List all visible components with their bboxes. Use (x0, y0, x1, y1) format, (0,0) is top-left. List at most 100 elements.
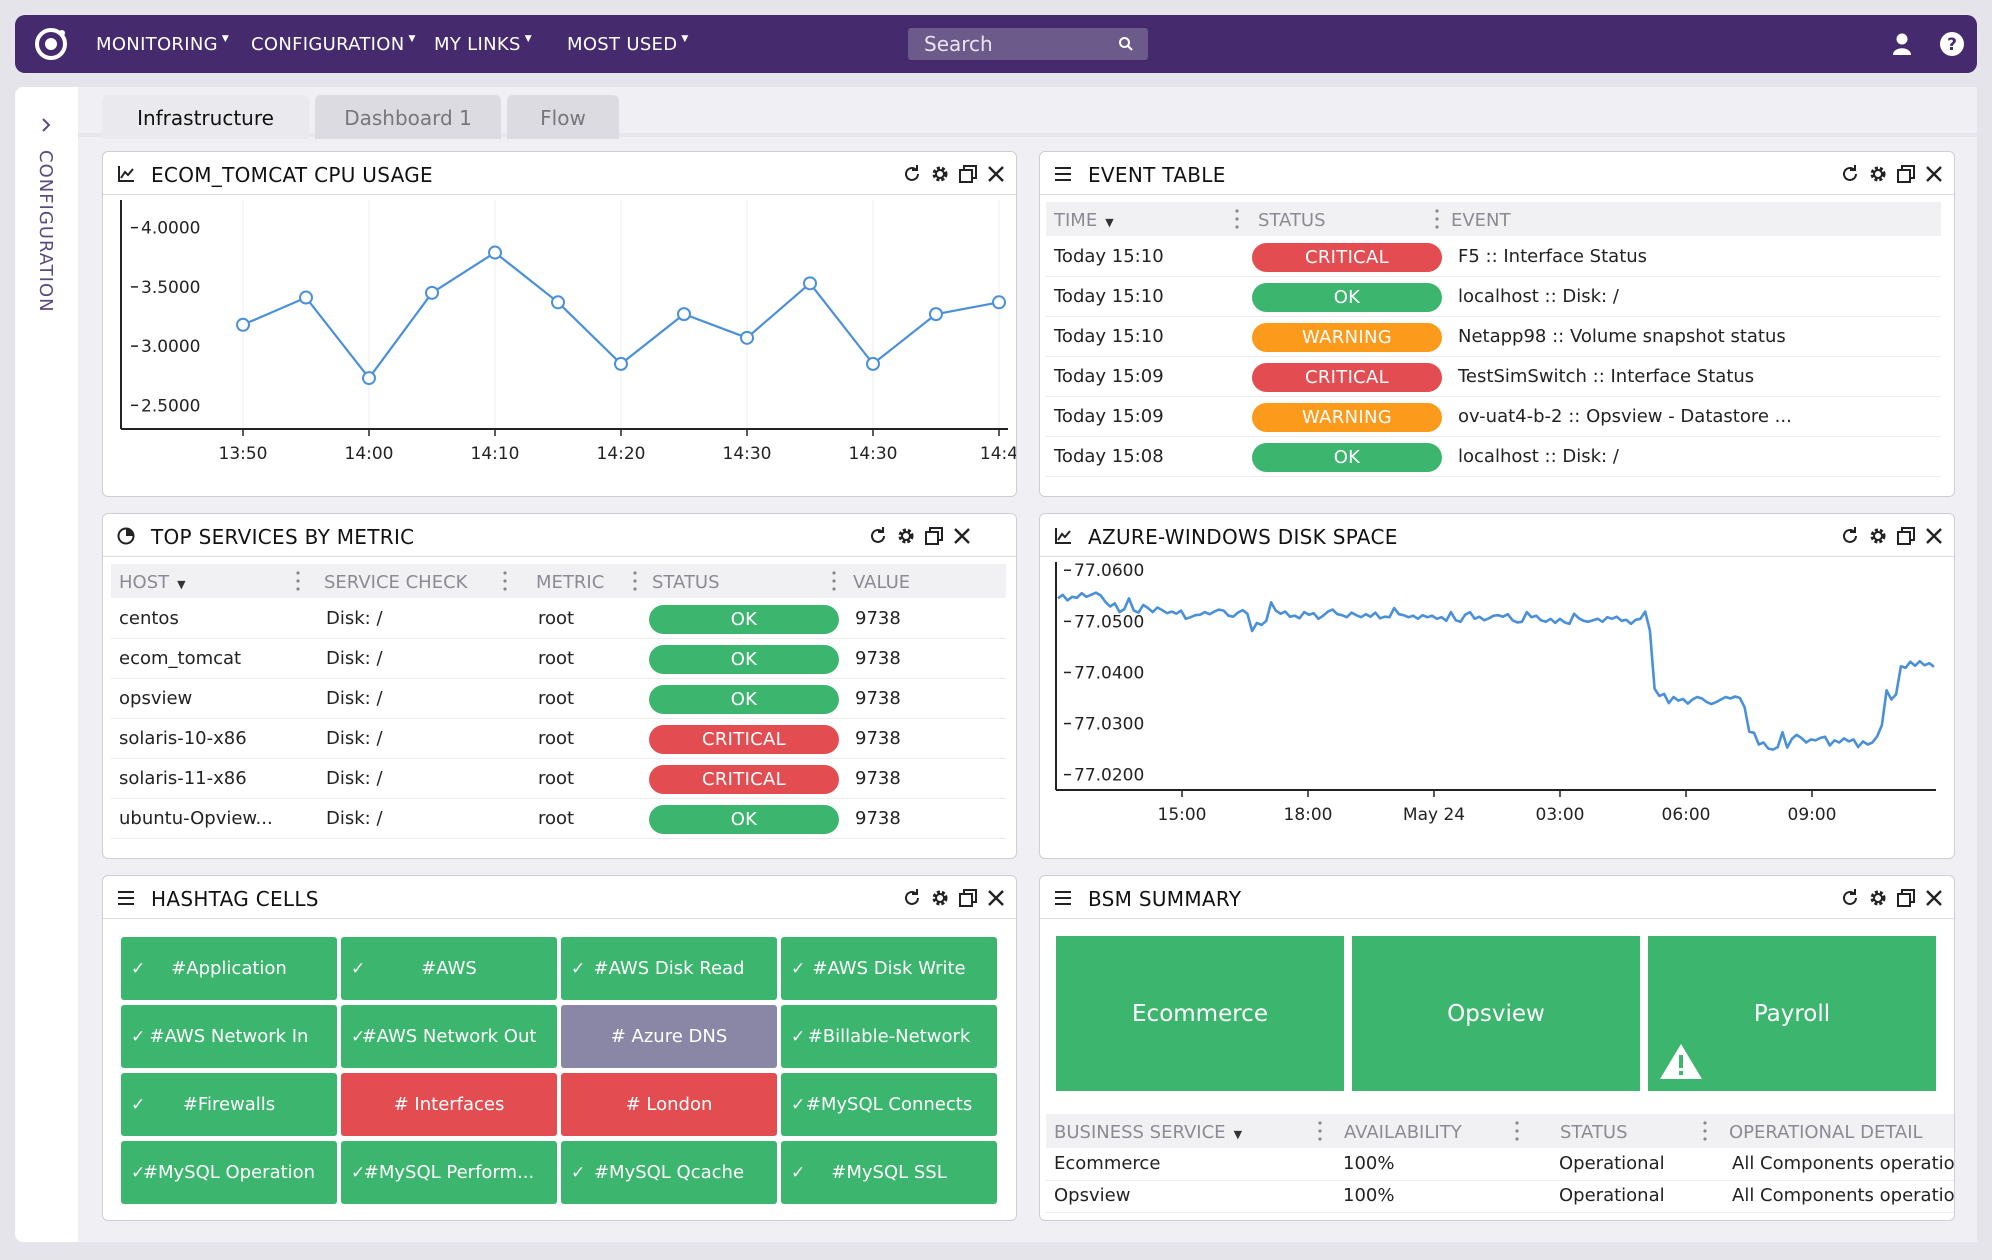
table-row[interactable]: Today 15:10 OK localhost :: Disk: / (1046, 276, 1941, 317)
column-header-service-check[interactable]: SERVICE CHECK (324, 572, 468, 593)
table-row[interactable]: Opsview 100% Operational All Components ope… (1046, 1180, 1954, 1213)
hashtag-cell[interactable]: # London (561, 1073, 777, 1136)
search-input[interactable] (908, 28, 1124, 60)
bsm-tile-payroll[interactable]: Payroll (1648, 936, 1936, 1091)
data-point[interactable] (614, 356, 628, 371)
copy-icon[interactable] (1896, 164, 1916, 184)
data-point[interactable] (803, 276, 817, 291)
data-point[interactable] (677, 307, 691, 322)
column-menu-icon[interactable] (633, 570, 637, 592)
data-point[interactable] (992, 295, 1006, 310)
column-header-event[interactable]: EVENT (1451, 210, 1511, 231)
refresh-icon[interactable] (902, 164, 922, 184)
column-menu-icon[interactable] (1703, 1120, 1707, 1142)
close-icon[interactable] (952, 526, 972, 546)
data-point[interactable] (236, 317, 250, 332)
hashtag-cell[interactable]: ✓ #Application (121, 937, 337, 1000)
close-icon[interactable] (1924, 164, 1944, 184)
column-header-status[interactable]: STATUS (1258, 210, 1326, 231)
refresh-icon[interactable] (1840, 526, 1860, 546)
hashtag-cell[interactable]: ✓ #MySQL SSL (781, 1141, 997, 1204)
hashtag-cell[interactable]: ✓ #MySQL Qcache (561, 1141, 777, 1204)
data-point[interactable] (866, 356, 880, 371)
table-row[interactable]: Today 15:09 CRITICAL TestSimSwitch :: Inte… (1046, 356, 1941, 397)
hashtag-cell[interactable]: ✓ #MySQL Operation (121, 1141, 337, 1204)
hashtag-cell[interactable]: ✓ #Firewalls (121, 1073, 337, 1136)
column-header-value[interactable]: VALUE (853, 572, 911, 593)
data-point[interactable] (740, 330, 754, 345)
bsm-tile-opsview[interactable]: Opsview (1352, 936, 1640, 1091)
nav-configuration[interactable]: CONFIGURATION ▼ (251, 34, 416, 55)
copy-icon[interactable] (1896, 526, 1916, 546)
nav-my-links[interactable]: MY LINKS ▼ (434, 34, 532, 55)
column-menu-icon[interactable] (832, 570, 836, 592)
hashtag-cell[interactable]: # Interfaces (341, 1073, 557, 1136)
close-icon[interactable] (1924, 888, 1944, 908)
gear-icon[interactable] (896, 526, 916, 546)
column-header-availability[interactable]: AVAILABILITY (1344, 1122, 1462, 1143)
copy-icon[interactable] (924, 526, 944, 546)
tab-dashboard-1[interactable]: Dashboard 1 (315, 95, 501, 139)
opsview-logo-icon[interactable] (32, 25, 70, 63)
column-menu-icon[interactable] (296, 570, 300, 592)
data-point[interactable] (551, 295, 565, 310)
gear-icon[interactable] (930, 164, 950, 184)
table-row[interactable]: centos Disk: / root OK 9738 (111, 598, 1006, 639)
close-icon[interactable] (1924, 526, 1944, 546)
search-icon[interactable] (1118, 36, 1134, 52)
hashtag-cell[interactable]: ✓ #AWS (341, 937, 557, 1000)
nav-most-used[interactable]: MOST USED ▼ (567, 34, 689, 55)
hashtag-cell[interactable]: ✓ #MySQL Connects (781, 1073, 997, 1136)
nav-monitoring[interactable]: MONITORING ▼ (96, 34, 229, 55)
close-icon[interactable] (986, 888, 1006, 908)
table-row[interactable]: ecom_tomcat Disk: / root OK 9738 (111, 638, 1006, 679)
column-menu-icon[interactable] (1515, 1120, 1519, 1142)
gear-icon[interactable] (1868, 888, 1888, 908)
tab-flow[interactable]: Flow (507, 95, 619, 139)
table-row[interactable]: Today 15:10 WARNING Netapp98 :: Volume sna… (1046, 316, 1941, 357)
hashtag-cell[interactable]: ✓ #AWS Disk Write (781, 937, 997, 1000)
column-menu-icon[interactable] (1318, 1120, 1322, 1142)
help-icon[interactable]: ? (1939, 31, 1965, 57)
column-menu-icon[interactable] (503, 570, 507, 592)
rail-configuration-label[interactable]: CONFIGURATION (35, 150, 56, 313)
hashtag-cell[interactable]: ✓ #AWS Disk Read (561, 937, 777, 1000)
gear-icon[interactable] (1868, 164, 1888, 184)
table-row[interactable]: Today 15:08 OK localhost :: Disk: / (1046, 436, 1941, 477)
hashtag-cell[interactable]: ✓ #MySQL Perform... (341, 1141, 557, 1204)
table-row[interactable]: opsview Disk: / root OK 9738 (111, 678, 1006, 719)
table-row[interactable]: Ecommerce 100% Operational All Components o… (1046, 1148, 1954, 1181)
refresh-icon[interactable] (868, 526, 888, 546)
close-icon[interactable] (986, 164, 1006, 184)
table-row[interactable]: ubuntu-Opview... Disk: / root OK 9738 (111, 798, 1006, 839)
user-icon[interactable] (1891, 32, 1913, 56)
column-header-business-service[interactable]: BUSINESS SERVICE ▼ (1054, 1122, 1243, 1143)
hashtag-cell[interactable]: ✓ #AWS Network In (121, 1005, 337, 1068)
gear-icon[interactable] (1868, 526, 1888, 546)
column-header-status[interactable]: STATUS (1560, 1122, 1628, 1143)
data-point[interactable] (425, 285, 439, 300)
column-header-host[interactable]: HOST ▼ (119, 572, 186, 593)
column-header-operational-detail[interactable]: OPERATIONAL DETAIL (1729, 1122, 1923, 1143)
table-row[interactable]: solaris-10-x86 Disk: / root CRITICAL 9738 (111, 718, 1006, 759)
copy-icon[interactable] (1896, 888, 1916, 908)
data-point[interactable] (362, 371, 376, 386)
gear-icon[interactable] (930, 888, 950, 908)
column-menu-icon[interactable] (1235, 208, 1239, 230)
hashtag-cell[interactable]: ✓ #AWS Network Out (341, 1005, 557, 1068)
table-row[interactable]: solaris-11-x86 Disk: / root CRITICAL 9738 (111, 758, 1006, 799)
refresh-icon[interactable] (902, 888, 922, 908)
bsm-tile-ecommerce[interactable]: Ecommerce (1056, 936, 1344, 1091)
copy-icon[interactable] (958, 164, 978, 184)
column-header-time[interactable]: TIME ▼ (1054, 210, 1114, 231)
chevron-right-icon[interactable] (39, 117, 53, 133)
column-header-metric[interactable]: METRIC (536, 572, 605, 593)
copy-icon[interactable] (958, 888, 978, 908)
refresh-icon[interactable] (1840, 164, 1860, 184)
data-point[interactable] (488, 245, 502, 260)
tab-infrastructure[interactable]: Infrastructure (102, 95, 309, 139)
hashtag-cell[interactable]: # Azure DNS (561, 1005, 777, 1068)
data-point[interactable] (929, 307, 943, 322)
column-menu-icon[interactable] (1435, 208, 1439, 230)
table-row[interactable]: Today 15:09 WARNING ov-uat4-b-2 :: Opsview… (1046, 396, 1941, 437)
